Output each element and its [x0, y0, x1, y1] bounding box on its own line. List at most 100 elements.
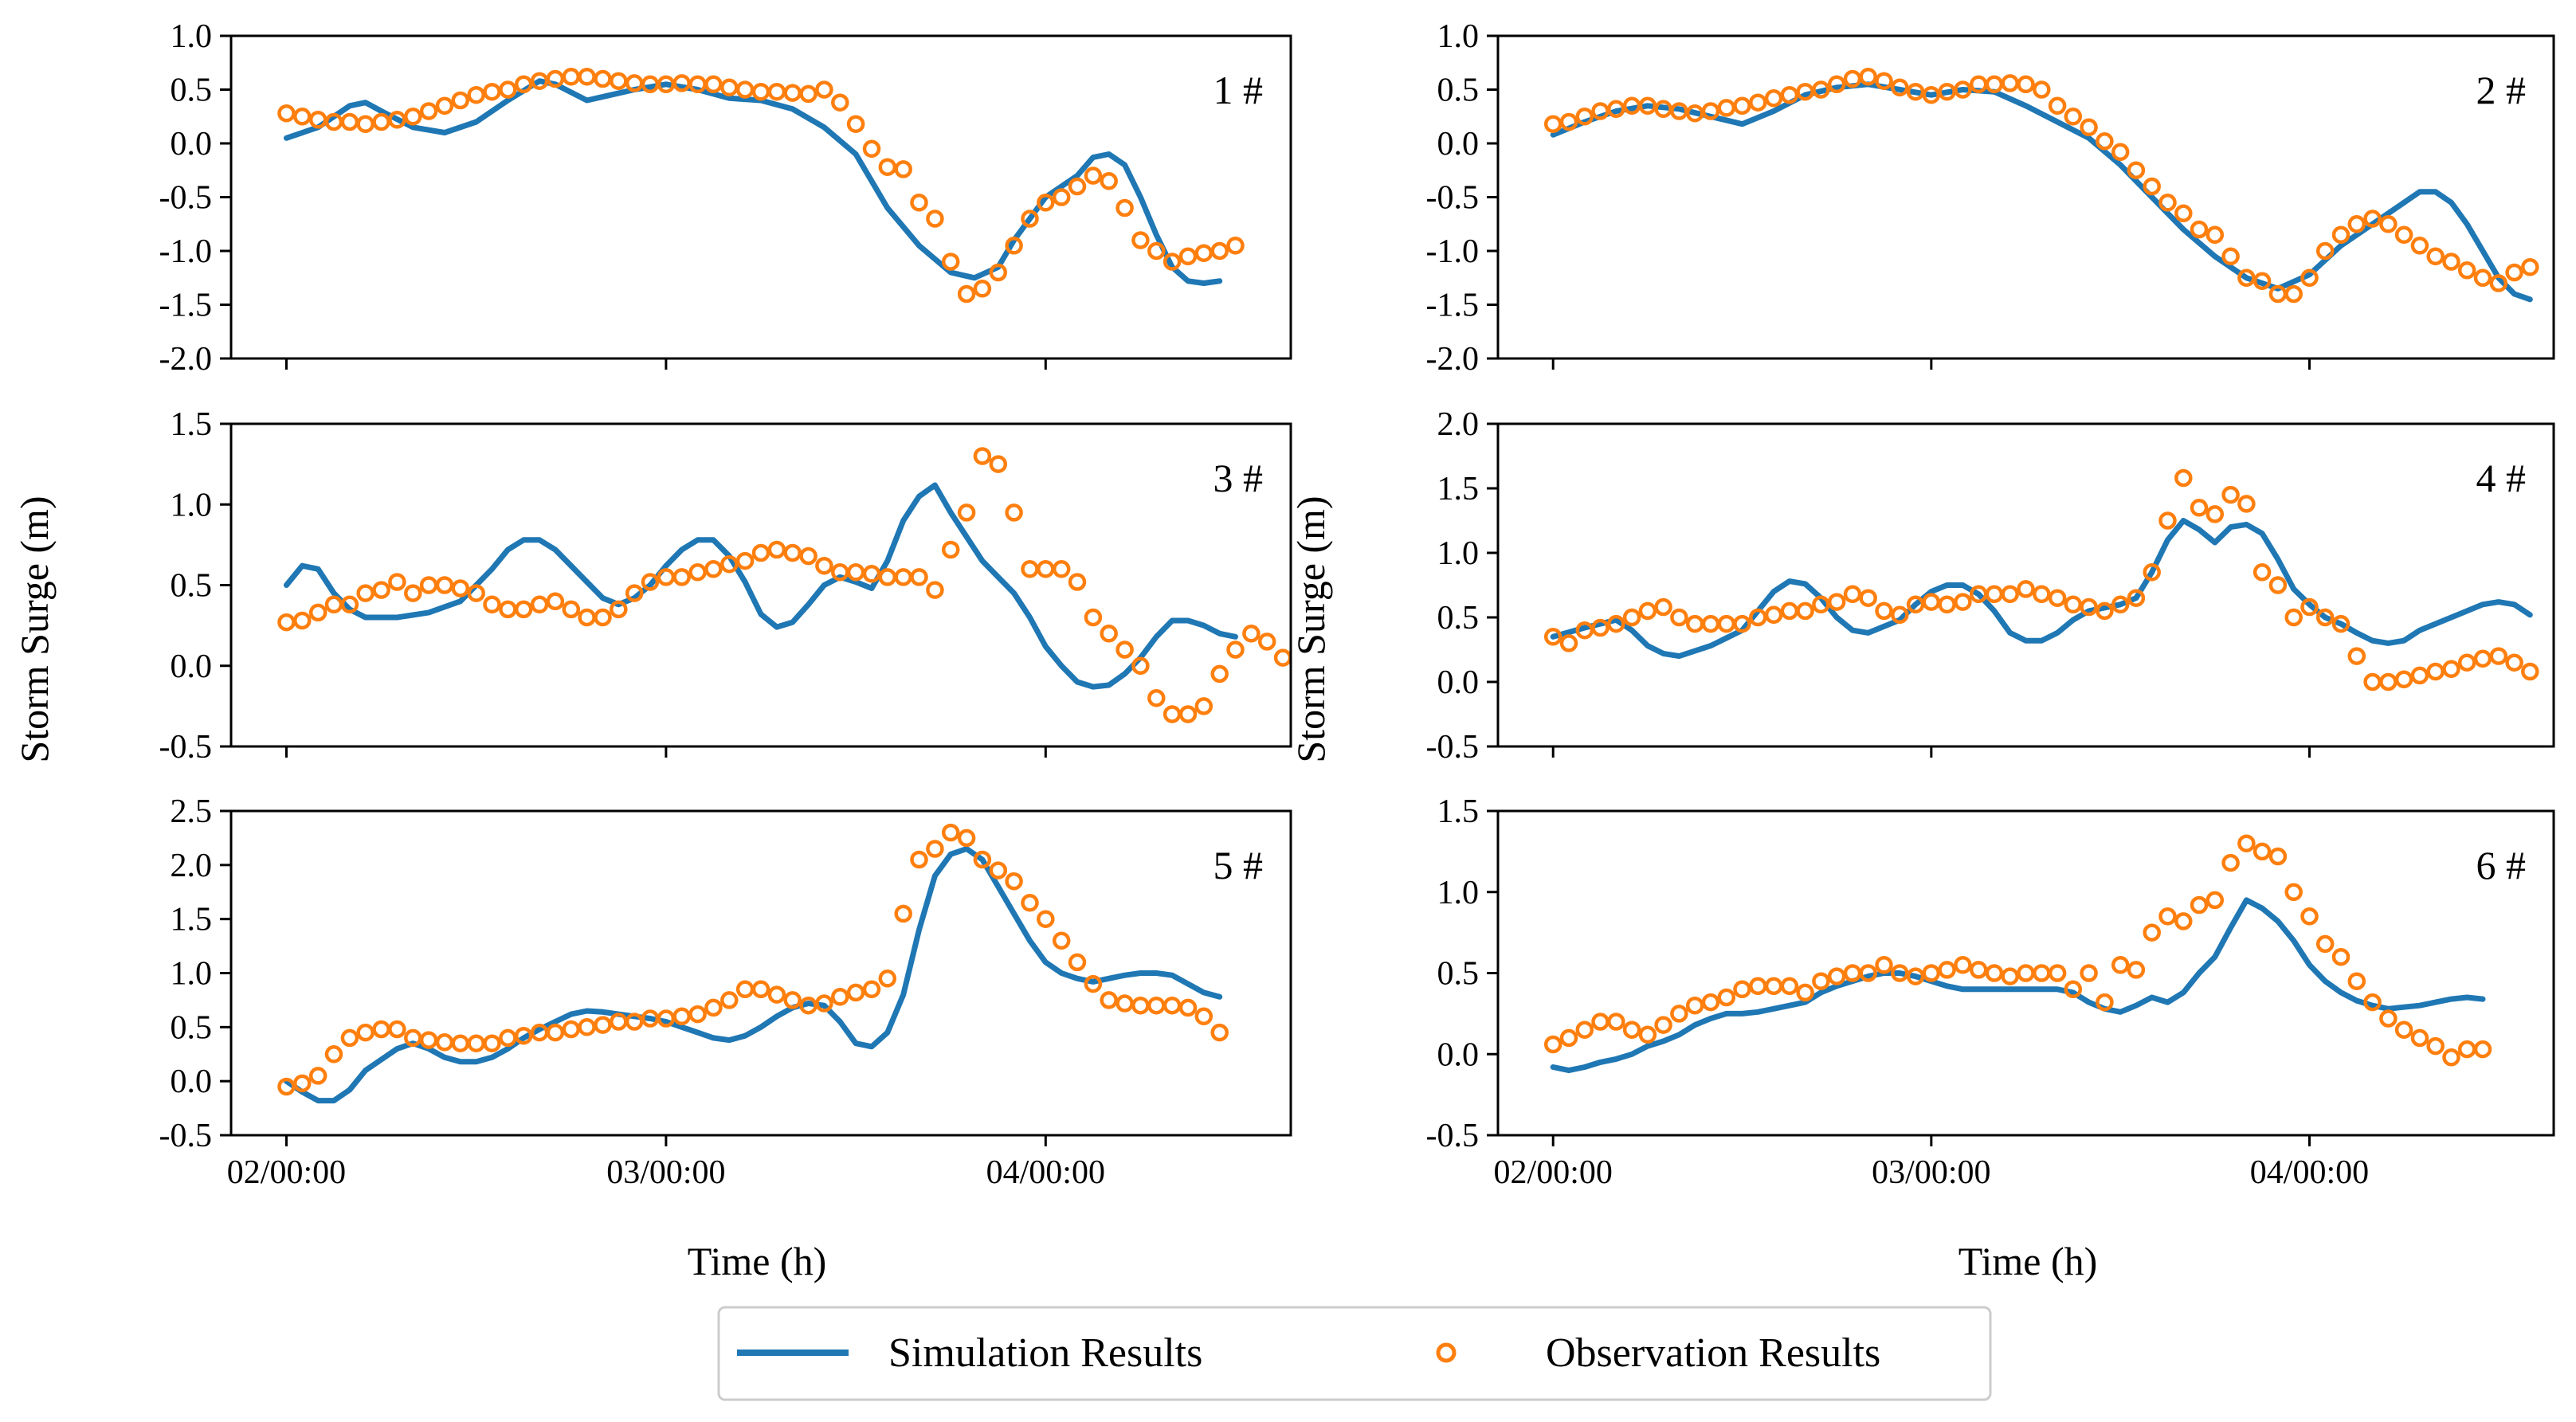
observation-point: [1670, 1005, 1688, 1023]
observation-point: [610, 600, 628, 619]
observation-point: [1131, 231, 1150, 249]
observation-point: [2205, 505, 2225, 523]
observation-point: [2473, 649, 2492, 668]
observation-point: [1052, 560, 1071, 578]
y-tick-label: -0.5: [1426, 1118, 1480, 1154]
observation-point: [1591, 1013, 1610, 1031]
observation-point: [672, 568, 691, 586]
observation-point: [404, 108, 422, 126]
observation-point: [688, 563, 707, 582]
panel-6: -0.5 0.0 0.5 1.0 1.5 02/00:00 03/00:00 04/00:00…: [1426, 793, 2555, 1191]
y-tick-label: -1.5: [1426, 288, 1480, 324]
y-tick-label: 1.0: [171, 18, 213, 55]
observation-point: [1115, 198, 1134, 217]
observation-point: [1068, 953, 1087, 972]
observation-point: [435, 96, 454, 116]
observation-point: [2363, 672, 2382, 691]
observation-point: [530, 595, 549, 614]
observation-point: [767, 82, 786, 101]
observation-point: [720, 554, 739, 574]
observation-point: [340, 595, 359, 614]
observation-point: [1607, 614, 1625, 633]
observation-point: [483, 595, 501, 614]
observation-point: [499, 80, 517, 99]
observation-point: [2237, 268, 2256, 288]
observation-point: [1685, 614, 1704, 633]
panel-1: -2.0 -1.5 -1.0 -0.5 0.0 0.5 1.0 1 #: [159, 18, 1292, 378]
observation-point: [1717, 99, 1736, 117]
observation-point: [2331, 614, 2351, 633]
observation-point: [926, 210, 944, 228]
y-tick-label: -0.5: [159, 180, 213, 217]
y-tick-label: 1.0: [1437, 18, 1480, 55]
observation-point: [989, 861, 1008, 879]
observation-point: [957, 503, 976, 522]
panel-5: -0.5 0.0 0.5 1.0 1.5 2.0 2.5 02/00:00 03/00:00 04…: [159, 793, 1292, 1191]
observation-point: [499, 1028, 517, 1048]
observation-point: [2221, 853, 2240, 872]
observation-point: [815, 994, 833, 1013]
plot-frame: [1496, 422, 2555, 748]
observation-point: [2048, 589, 2067, 607]
observation-point: [1701, 993, 1720, 1012]
observation-point: [973, 850, 992, 869]
observation-point: [1922, 85, 1941, 104]
observation-point: [514, 600, 533, 619]
observation-point: [2442, 1048, 2460, 1067]
observation-point: [2379, 672, 2398, 691]
observation-point: [2111, 143, 2130, 162]
observation-point: [594, 1016, 612, 1034]
y-tick-label: 0.5: [1437, 600, 1480, 637]
observation-point: [1178, 705, 1198, 723]
observation-point: [1147, 689, 1166, 707]
observation-point: [1938, 961, 1956, 979]
observation-point: [1622, 608, 1641, 627]
observation-point: [293, 611, 312, 630]
observation-point: [324, 595, 343, 614]
observation-point: [1210, 1023, 1229, 1042]
observation-point: [1827, 593, 1846, 611]
observation-point: [1875, 601, 1893, 621]
panel-label: 4 #: [2476, 456, 2527, 500]
observation-point: [1717, 988, 1736, 1007]
y-tick-label: 1.0: [171, 487, 213, 523]
observation-point: [2111, 595, 2130, 614]
x-tick-label: 02/00:00: [227, 1154, 346, 1191]
observation-point: [2410, 237, 2429, 255]
observation-point: [941, 253, 960, 271]
observation-point: [2473, 1040, 2492, 1059]
observation-point: [2001, 74, 2019, 92]
observation-point: [2080, 964, 2098, 982]
y-tick-label: 0.5: [171, 72, 213, 109]
observation-point: [783, 991, 802, 1009]
observation-point: [1052, 931, 1071, 950]
observation-point: [356, 115, 374, 133]
observation-point: [1084, 166, 1103, 185]
observation-point: [1005, 872, 1023, 891]
observation-point: [831, 93, 849, 112]
observation-point: [894, 568, 912, 586]
y-tick-label: 1.0: [171, 956, 213, 993]
observation-point: [1701, 614, 1720, 633]
x-tick-label: 03/00:00: [1872, 1154, 1990, 1191]
observation-point: [1226, 640, 1245, 659]
observation-point: [2315, 608, 2335, 627]
observation-point: [578, 608, 596, 627]
observation-point: [372, 1020, 390, 1039]
x-tick-label: 04/00:00: [2250, 1154, 2369, 1191]
observation-point: [1954, 956, 1972, 974]
y-tick-label: 1.5: [1437, 793, 1480, 830]
observation-point: [1100, 625, 1118, 643]
observation-point: [704, 75, 723, 94]
observation-point: [578, 68, 596, 86]
observation-point: [372, 581, 390, 599]
observation-point: [2473, 268, 2492, 288]
observation-point: [1607, 100, 1625, 119]
observation-point: [2221, 247, 2240, 266]
observation-point: [1985, 585, 2004, 604]
observation-point: [1749, 977, 1767, 996]
observation-point: [277, 613, 296, 632]
observation-point: [2253, 842, 2272, 861]
observation-point: [2017, 75, 2035, 94]
observation-point: [2253, 563, 2272, 582]
